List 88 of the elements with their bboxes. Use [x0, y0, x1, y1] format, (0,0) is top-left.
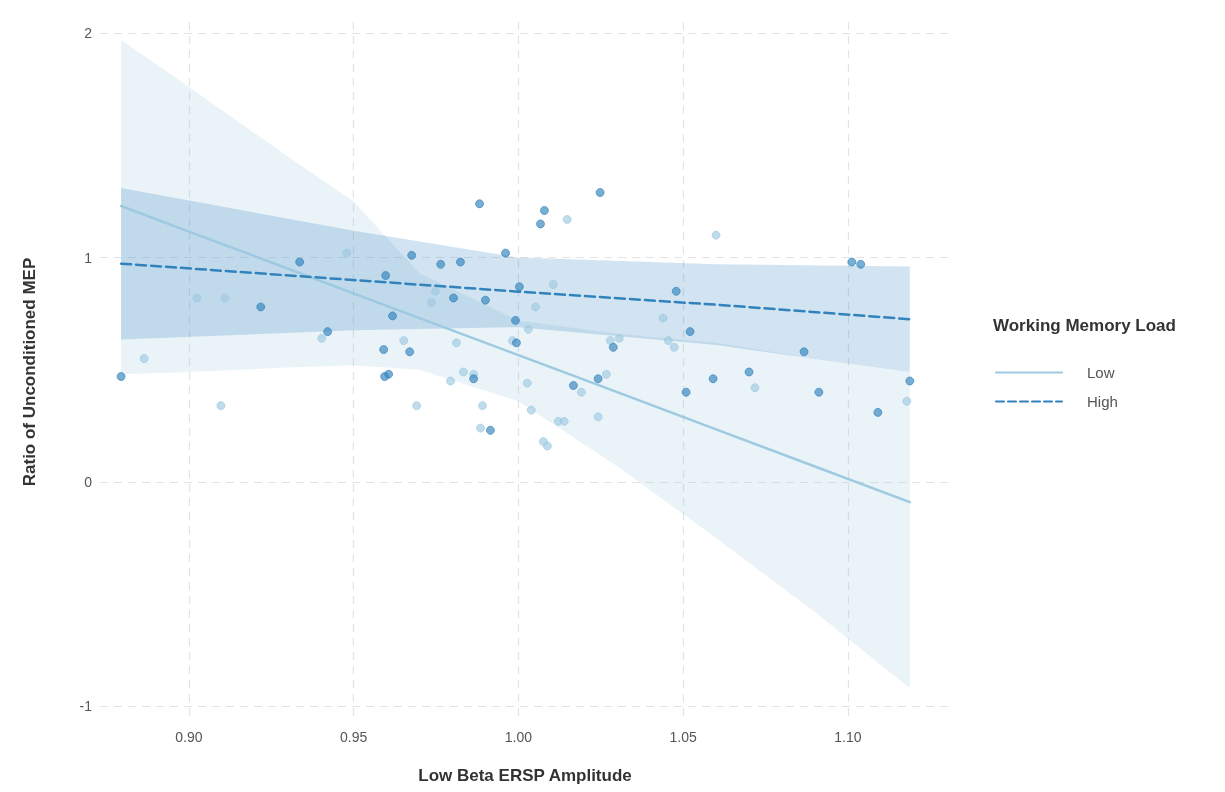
- point: [256, 302, 266, 312]
- point: [669, 342, 679, 352]
- line-series: [119, 204, 912, 504]
- point: [426, 297, 436, 307]
- legend-label: High: [1087, 393, 1118, 410]
- point: [405, 347, 415, 357]
- point: [192, 293, 202, 303]
- point: [799, 347, 809, 357]
- point: [814, 387, 824, 397]
- point: [455, 257, 465, 267]
- x-tick-label: 1.00: [504, 729, 533, 745]
- point: [750, 383, 760, 393]
- y-tick-label: 2: [84, 25, 93, 42]
- point: [542, 441, 552, 451]
- y-tick-label: 1: [84, 249, 93, 266]
- y-tick-label: -1: [79, 698, 93, 715]
- point: [522, 378, 532, 388]
- point: [744, 367, 754, 377]
- point: [526, 405, 536, 415]
- point: [412, 401, 422, 411]
- point: [451, 338, 461, 348]
- point: [478, 401, 487, 411]
- point: [458, 367, 468, 377]
- point: [476, 423, 486, 433]
- point: [116, 371, 126, 381]
- point: [559, 416, 569, 426]
- point: [711, 230, 721, 240]
- point: [216, 401, 226, 411]
- point: [847, 257, 857, 267]
- point: [475, 199, 485, 209]
- point: [430, 286, 440, 296]
- point: [139, 354, 149, 364]
- point: [905, 376, 915, 386]
- point: [681, 387, 691, 397]
- point: [485, 425, 495, 435]
- x-tick-label: 1.10: [834, 729, 862, 745]
- x-tick-label: 1.05: [669, 729, 697, 745]
- point: [562, 214, 572, 224]
- y-axis-title: Ratio of Unconditioned MEP: [20, 257, 39, 487]
- point: [535, 219, 545, 229]
- point: [539, 205, 549, 215]
- point: [593, 374, 603, 384]
- point: [379, 345, 389, 355]
- point: [593, 412, 603, 422]
- point: [480, 295, 490, 305]
- point: [568, 380, 578, 390]
- point: [381, 271, 391, 281]
- point: [902, 396, 912, 406]
- y-tick-label: 0: [84, 473, 93, 490]
- x-axis-title: Low Beta ERSP Amplitude: [418, 766, 632, 785]
- point: [323, 327, 333, 337]
- line-series: [119, 262, 912, 321]
- point: [595, 188, 605, 198]
- point: [663, 336, 673, 346]
- point: [685, 327, 695, 337]
- point: [531, 302, 541, 312]
- point: [614, 333, 624, 343]
- point: [436, 259, 446, 269]
- point: [658, 313, 668, 323]
- point: [601, 369, 611, 379]
- point: [873, 407, 883, 417]
- point: [469, 374, 479, 384]
- point: [446, 376, 456, 386]
- point: [399, 336, 409, 346]
- legend-title: Working Memory Load: [993, 316, 1176, 335]
- point: [342, 248, 352, 258]
- point: [608, 342, 618, 352]
- point: [548, 280, 558, 289]
- point: [295, 257, 305, 267]
- point: [384, 369, 394, 379]
- point: [514, 282, 524, 292]
- point: [671, 286, 681, 296]
- point: [511, 338, 521, 348]
- x-tick-label: 0.90: [175, 729, 203, 745]
- point: [605, 336, 615, 346]
- point: [510, 315, 520, 325]
- point: [407, 250, 417, 260]
- x-tick-label: 0.95: [340, 729, 368, 745]
- point: [501, 248, 511, 258]
- point: [708, 374, 718, 384]
- point: [449, 293, 459, 303]
- point: [220, 293, 230, 303]
- point: [576, 387, 586, 397]
- point: [523, 324, 533, 334]
- point: [856, 259, 866, 269]
- point: [317, 333, 327, 343]
- legend-label: Low: [1087, 364, 1115, 381]
- point: [388, 311, 398, 321]
